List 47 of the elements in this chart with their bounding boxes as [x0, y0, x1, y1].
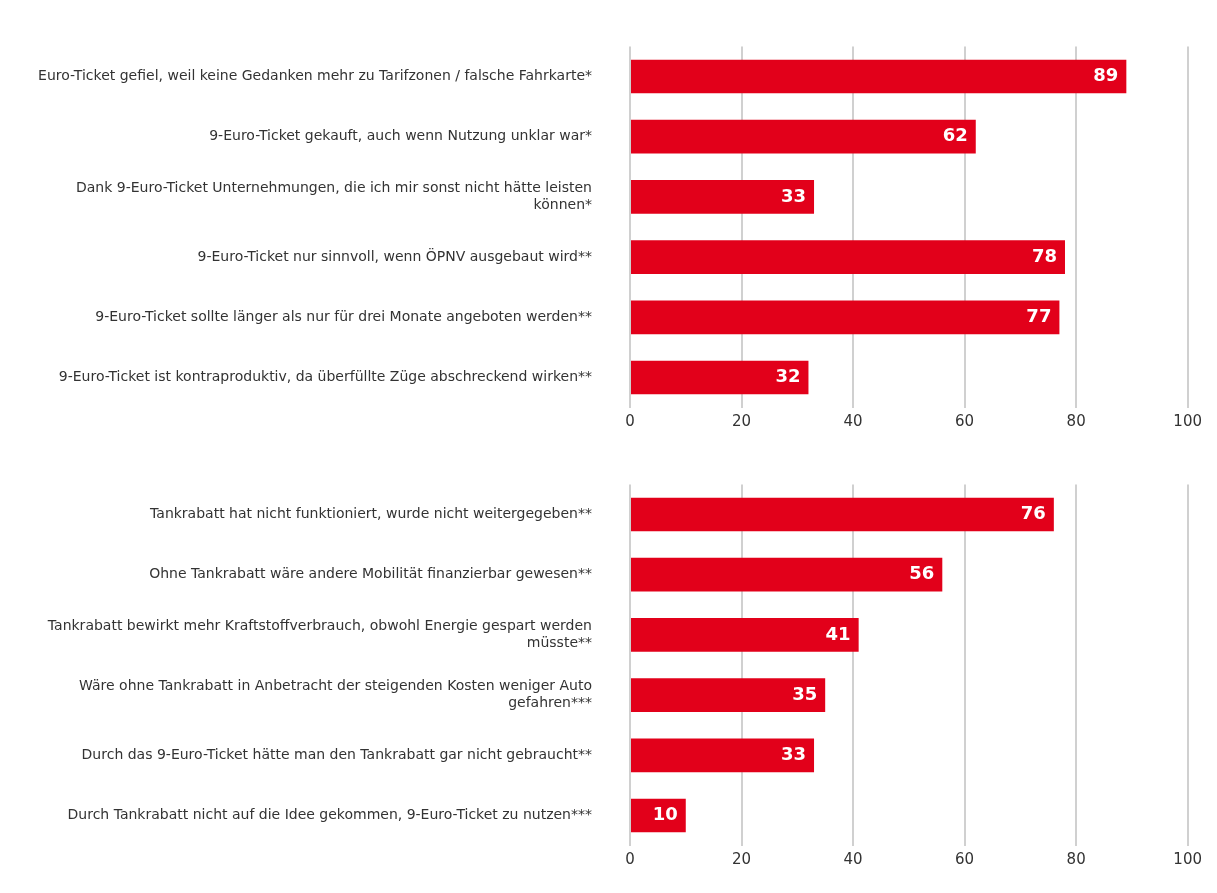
data-label: 33	[780, 742, 807, 764]
x-tick-label: 40	[843, 850, 863, 869]
y-tick-label: Wäre ohne Tankrabatt in Anbetracht der steigenden Kosten weniger Auto gefahren***	[79, 677, 592, 711]
x-tick-label: 40	[843, 412, 863, 431]
x-tick-label: 100	[1173, 850, 1203, 869]
bar	[631, 59, 1127, 94]
bar	[631, 497, 1054, 532]
y-tick-label: 9-Euro-Ticket sollte länger als nur für drei Monate angeboten werden**	[95, 307, 592, 324]
data-label: 41	[825, 622, 851, 644]
x-tick-label: 20	[731, 850, 752, 869]
data-label: 10	[652, 803, 678, 825]
bar	[631, 360, 809, 395]
bar	[631, 240, 1065, 274]
y-tick-label: Tankrabatt hat nicht funktioniert, wurde nicht weitergegeben**	[149, 505, 592, 522]
y-tick-label: Durch Tankrabatt nicht auf die Idee gekommen, 9-Euro-Ticket zu nutzen***	[67, 806, 592, 823]
x-tick-label: 80	[1066, 412, 1086, 431]
x-tick-label: 80	[1066, 850, 1086, 869]
x-tick-label: 60	[955, 850, 975, 869]
bar	[631, 180, 815, 214]
x-tick-label: 100	[1173, 412, 1203, 431]
y-tick-label: Euro-Ticket gefiel, weil keine Gedanken mehr zu Tarifzonen / falsche Fahrkarte*	[38, 67, 592, 84]
x-tick-label: 20	[731, 412, 752, 431]
data-label: 76	[1020, 502, 1046, 524]
bar	[631, 119, 976, 154]
y-tick-label: Tankrabatt bewirkt mehr Kraftstoffverbrauch, obwohl Energie gespart werden müsste**	[46, 617, 592, 650]
y-tick-label: 9-Euro-Ticket ist kontraproduktiv, da überfüllte Züge abschreckend wirken**	[58, 368, 592, 385]
data-label: 78	[1031, 244, 1057, 266]
y-tick-label: 9-Euro-Ticket gekauft, auch wenn Nutzung unklar war*	[209, 127, 592, 144]
x-tick-label: 0	[625, 412, 635, 431]
x-tick-label: 0	[625, 850, 635, 869]
data-label: 33	[780, 184, 807, 206]
data-label: 62	[942, 124, 968, 146]
y-tick-label: Ohne Tankrabatt wäre andere Mobilität finanzierbar gewesen**	[149, 565, 592, 582]
bar	[631, 618, 859, 652]
data-label: 35	[792, 682, 818, 704]
bar	[631, 557, 943, 592]
bar	[631, 678, 826, 712]
y-tick-label: Durch das 9-Euro-Ticket hätte man den Tankrabatt gar nicht gebraucht**	[81, 745, 592, 762]
y-tick-label: 9-Euro-Ticket nur sinnvoll, wenn ÖPNV ausgebaut wird**	[197, 246, 592, 264]
bar	[631, 300, 1060, 335]
data-label: 77	[1026, 304, 1052, 326]
bar	[631, 738, 815, 773]
y-tick-label: Dank 9-Euro-Ticket Unternehmungen, die ich mir sonst nicht hätte leisten können*	[75, 179, 592, 212]
x-tick-label: 60	[955, 412, 975, 431]
data-label: 89	[1093, 64, 1119, 86]
data-label: 56	[909, 562, 935, 584]
data-label: 32	[775, 365, 801, 387]
